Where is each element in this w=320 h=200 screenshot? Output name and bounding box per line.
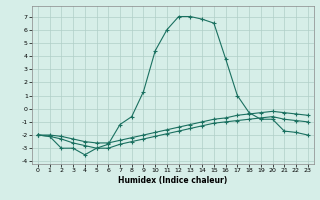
- X-axis label: Humidex (Indice chaleur): Humidex (Indice chaleur): [118, 176, 228, 185]
